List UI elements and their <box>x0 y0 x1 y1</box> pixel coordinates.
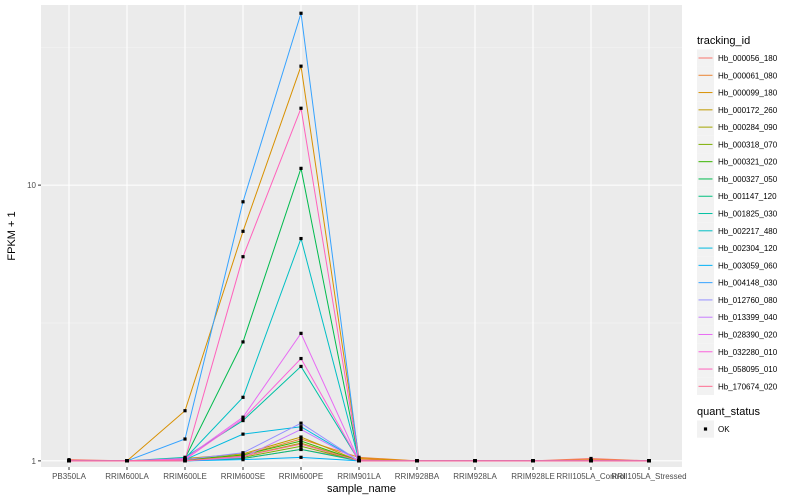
data-point <box>299 364 303 369</box>
x-tick-label: PB350LA <box>52 472 86 481</box>
data-point <box>647 459 651 463</box>
data-point <box>241 418 245 423</box>
data-point <box>531 459 535 463</box>
data-point <box>299 421 303 425</box>
data-point <box>299 437 303 441</box>
x-tick-label: RRIM600PE <box>279 472 323 481</box>
data-point <box>299 439 303 443</box>
data-point <box>241 415 245 419</box>
data-point <box>299 236 303 241</box>
y-tick-label: 1 <box>32 457 37 466</box>
data-point <box>299 444 303 448</box>
panel-background <box>41 5 682 467</box>
data-point <box>299 106 303 110</box>
data-point <box>299 166 303 170</box>
y-axis-title: FPKM + 1 <box>6 211 18 260</box>
legend-label: Hb_000172_260 <box>718 106 778 115</box>
data-point <box>241 255 245 259</box>
data-point <box>299 427 303 432</box>
x-tick-label: RRIM600LE <box>163 472 207 481</box>
data-point <box>241 451 245 455</box>
data-point <box>299 442 303 446</box>
data-point <box>299 11 303 15</box>
x-axis: PB350LA RRIM600LA RRIM600LE RRIM600SE RRIM60… <box>52 467 687 481</box>
data-point <box>241 454 245 458</box>
x-tick-label: RRIM928LA <box>453 472 497 481</box>
legend2: OK <box>697 420 730 438</box>
x-tick-label: RRII105LA_Control <box>556 472 626 481</box>
data-point <box>241 458 245 462</box>
legend-label: Hb_000099_180 <box>718 89 778 98</box>
legend-label: Hb_000318_070 <box>718 140 778 149</box>
data-point <box>183 409 187 413</box>
data-point <box>415 459 419 463</box>
grid <box>41 5 682 467</box>
data-point <box>241 395 245 399</box>
data-point <box>67 459 71 463</box>
legend-label: Hb_002304_120 <box>718 244 778 253</box>
data-point <box>299 356 303 361</box>
legend-label: Hb_001825_030 <box>718 210 778 219</box>
x-axis-title: sample_name <box>327 483 396 495</box>
data-point <box>241 432 245 436</box>
legend-title: tracking_id <box>697 35 750 47</box>
legend2-title: quant_status <box>697 406 760 418</box>
x-tick-label: RRIM928BA <box>395 472 440 481</box>
x-tick-label: RRIM928LE <box>511 472 555 481</box>
data-point <box>241 200 245 204</box>
x-tick-label: RRIM600SE <box>221 472 265 481</box>
data-point <box>299 64 303 68</box>
data-point <box>299 455 303 459</box>
data-point <box>299 435 303 439</box>
data-point <box>183 459 187 463</box>
data-point <box>299 447 303 452</box>
y-tick-label: 10 <box>27 181 36 190</box>
data-point <box>299 425 303 429</box>
data-point <box>299 331 303 335</box>
legend-label: Hb_003059_060 <box>718 261 778 270</box>
legend-label: Hb_170674_020 <box>718 382 778 391</box>
legend-label: Hb_000056_180 <box>718 54 778 63</box>
legend-label: Hb_004148_030 <box>718 279 778 288</box>
x-tick-label: RRII105LA_Stressed <box>611 472 686 481</box>
data-point <box>357 456 361 461</box>
data-point <box>241 229 245 233</box>
legend-label: Hb_000321_020 <box>718 158 778 167</box>
y-axis: 1 10 <box>27 181 41 466</box>
legend2-point <box>703 427 708 431</box>
x-tick-label: RRIM600LA <box>105 472 149 481</box>
data-points <box>67 11 651 463</box>
data-point <box>589 459 593 463</box>
legend-label: Hb_028390_020 <box>718 330 778 339</box>
data-point <box>125 459 129 463</box>
data-point <box>241 340 245 344</box>
legend-label: Hb_012760_080 <box>718 296 778 305</box>
legend-label: Hb_001147_120 <box>718 192 777 201</box>
x-tick-label: RRIM901LA <box>337 472 381 481</box>
data-point <box>241 417 245 421</box>
legend-label: Hb_013399_040 <box>718 313 778 322</box>
legend2-label: OK <box>718 425 730 434</box>
legend-label: Hb_058095_010 <box>718 365 778 374</box>
legend-label: Hb_000327_050 <box>718 175 778 184</box>
data-point <box>473 459 477 463</box>
legend-label: Hb_032280_010 <box>718 348 778 357</box>
data-point <box>183 437 187 441</box>
legend-label: Hb_000061_080 <box>718 71 778 80</box>
legend: Hb_000056_180 Hb_000061_080 Hb_000099_180 H… <box>697 49 778 395</box>
data-point <box>357 459 361 463</box>
legend-label: Hb_002217_480 <box>718 227 778 236</box>
legend-label: Hb_000284_090 <box>718 123 778 132</box>
